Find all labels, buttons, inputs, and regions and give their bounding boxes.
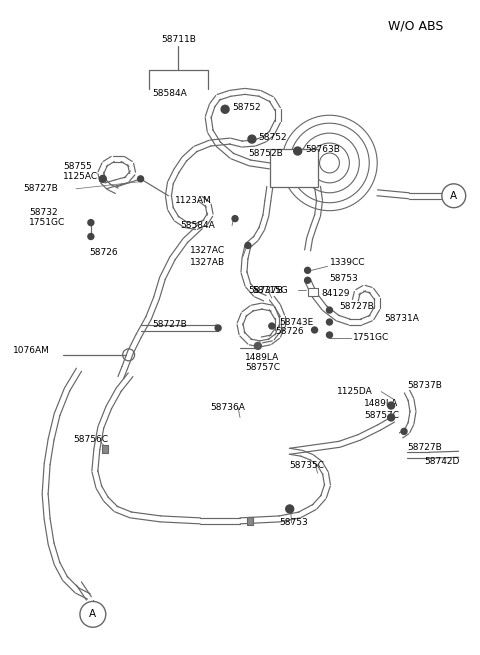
- Bar: [270, 149, 318, 187]
- Text: 1327AC: 1327AC: [190, 246, 226, 255]
- Circle shape: [232, 215, 238, 221]
- Text: 58732: 58732: [29, 208, 58, 217]
- Text: 1751GC: 1751GC: [353, 333, 390, 343]
- Text: 1125DA: 1125DA: [337, 387, 373, 396]
- Circle shape: [88, 234, 94, 240]
- Text: 1489LA: 1489LA: [245, 353, 279, 362]
- Text: W/O ABS: W/O ABS: [388, 20, 444, 33]
- Circle shape: [138, 176, 144, 182]
- Circle shape: [248, 135, 256, 143]
- Text: 58752B: 58752B: [248, 149, 283, 157]
- Circle shape: [254, 343, 262, 349]
- Text: A: A: [450, 191, 457, 201]
- Circle shape: [215, 325, 221, 331]
- Text: 58727B: 58727B: [339, 301, 374, 310]
- Text: 58584A: 58584A: [153, 89, 187, 98]
- Text: A: A: [89, 609, 96, 620]
- Bar: [247, 517, 253, 525]
- Circle shape: [312, 327, 318, 333]
- Text: 58736A: 58736A: [210, 403, 245, 412]
- Circle shape: [305, 277, 311, 283]
- Text: 58752: 58752: [232, 103, 261, 112]
- Text: 58726: 58726: [275, 328, 303, 337]
- Text: 1339CC: 1339CC: [329, 258, 365, 267]
- Circle shape: [326, 319, 333, 325]
- Text: 1125AC: 1125AC: [63, 172, 98, 181]
- Circle shape: [326, 307, 333, 313]
- Text: 58735C: 58735C: [290, 460, 324, 470]
- Circle shape: [245, 242, 251, 248]
- Text: 58727B: 58727B: [407, 443, 442, 452]
- Text: 1327AB: 1327AB: [190, 258, 226, 267]
- Circle shape: [326, 332, 333, 338]
- Text: 58756C: 58756C: [73, 435, 108, 444]
- Text: 58737B: 58737B: [248, 286, 283, 295]
- Text: 58711B: 58711B: [161, 35, 196, 44]
- Text: 58726: 58726: [89, 248, 118, 257]
- Text: 58727B: 58727B: [23, 184, 58, 193]
- Text: 58753: 58753: [329, 274, 358, 283]
- Circle shape: [286, 505, 294, 513]
- Text: 1751GC: 1751GC: [29, 218, 65, 227]
- Circle shape: [88, 219, 94, 225]
- Text: 58763B: 58763B: [306, 145, 340, 153]
- Circle shape: [401, 428, 407, 434]
- Text: 58743E: 58743E: [280, 318, 314, 327]
- Text: 1123AM: 1123AM: [175, 196, 212, 205]
- Text: 58715G: 58715G: [252, 286, 288, 295]
- Text: 58737B: 58737B: [407, 381, 442, 390]
- Circle shape: [294, 147, 301, 155]
- Text: 58752: 58752: [258, 132, 287, 141]
- Circle shape: [221, 105, 229, 113]
- Bar: [102, 445, 108, 453]
- Bar: [308, 288, 318, 296]
- Text: 58753: 58753: [280, 518, 309, 527]
- Text: 58584A: 58584A: [180, 221, 215, 230]
- Circle shape: [269, 323, 275, 329]
- Circle shape: [99, 176, 106, 182]
- Text: 1076AM: 1076AM: [13, 346, 50, 356]
- Text: 1489LA: 1489LA: [364, 399, 398, 408]
- Text: 58742D: 58742D: [424, 457, 459, 466]
- Circle shape: [305, 267, 311, 273]
- Text: 58727B: 58727B: [153, 320, 187, 329]
- Circle shape: [388, 414, 395, 421]
- Text: 58757C: 58757C: [364, 411, 399, 420]
- Circle shape: [388, 402, 395, 409]
- Text: 58731A: 58731A: [384, 314, 419, 322]
- Text: 58755: 58755: [63, 162, 92, 172]
- Text: 58757C: 58757C: [245, 364, 280, 372]
- Text: 84129: 84129: [322, 289, 350, 298]
